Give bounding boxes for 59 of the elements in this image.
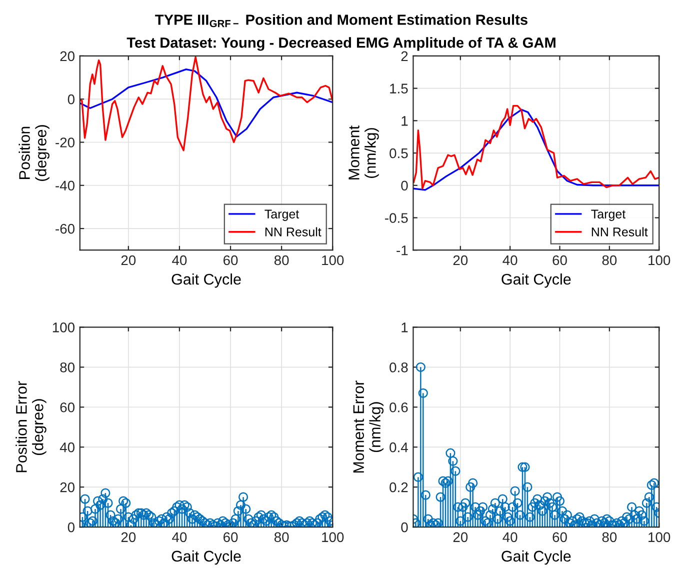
y-tick-label: 100 <box>52 322 75 332</box>
y-tick-label: 40 <box>60 442 75 452</box>
y-tick-label: 0.6 <box>390 402 408 412</box>
x-tick-label: 80 <box>602 532 617 542</box>
y-tick-label: 1.5 <box>390 84 408 94</box>
y-tick-label: 0.2 <box>390 482 408 492</box>
x-axis-title: Gait Cycle <box>172 550 241 565</box>
y-axis-title: Position Error (degree) <box>16 381 46 472</box>
x-tick-label: 100 <box>322 532 344 542</box>
x-tick-label: 20 <box>121 532 136 542</box>
x-tick-label: 60 <box>224 255 238 266</box>
y-tick-label: 20 <box>60 482 75 492</box>
y-axis-title: Position (degree) <box>18 125 50 181</box>
y-tick-label: -20 <box>56 138 75 148</box>
y-axis-title: Moment (nm/kg) <box>348 126 379 180</box>
y-tick-label: 60 <box>60 402 75 412</box>
x-tick-label: 40 <box>502 255 518 266</box>
x-axis-title: Gait Cycle <box>502 273 571 288</box>
legend-label: NN Result <box>592 227 648 236</box>
line-series <box>80 68 333 138</box>
x-tick-label: 60 <box>552 255 567 266</box>
y-tick-label: 0 <box>401 522 408 532</box>
legend-label: Target <box>264 210 300 221</box>
chart-title: TYPE III$_{GRF−}$ Position and Moment Estimation Results <box>155 14 528 28</box>
y-tick-label: 0.4 <box>390 442 408 452</box>
y-tick-label: 0.5 <box>390 148 408 158</box>
x-tick-label: 100 <box>648 255 670 266</box>
x-tick-label: 80 <box>274 255 289 266</box>
x-tick-label: 60 <box>552 532 567 542</box>
y-tick-label: 1 <box>402 116 408 126</box>
x-tick-label: 20 <box>121 255 136 266</box>
x-tick-label: 40 <box>172 255 187 266</box>
y-tick-label: -0.5 <box>385 213 408 223</box>
y-tick-label: 0 <box>68 522 75 532</box>
y-tick-label: 0 <box>401 180 408 191</box>
x-tick-label: 20 <box>453 255 468 266</box>
x-tick-label: 100 <box>648 532 670 542</box>
chart-subtitle: Test Dataset: Young - Decreased EMG Amplitude of TA & GAM <box>126 37 556 51</box>
x-tick-label: 40 <box>502 532 518 542</box>
x-axis-title: Gait Cycle <box>172 273 241 288</box>
x-tick-label: 20 <box>453 532 468 542</box>
y-tick-label: 1 <box>402 322 408 332</box>
x-axis-title: Gait Cycle <box>502 550 571 565</box>
x-tick-label: 80 <box>274 532 289 542</box>
x-tick-label: 80 <box>602 255 617 266</box>
y-tick-label: 0 <box>68 94 75 104</box>
legend-label: Target <box>591 210 626 221</box>
x-tick-label: 100 <box>322 255 344 266</box>
y-tick-label: 20 <box>60 51 75 62</box>
y-tick-label: -1 <box>396 246 408 256</box>
x-tick-label: 40 <box>172 532 187 542</box>
y-axis-title: Moment Error (nm/kg) <box>353 380 384 473</box>
x-tick-label: 60 <box>224 532 238 542</box>
y-tick-label: -40 <box>56 180 75 191</box>
y-tick-label: 2 <box>401 51 408 61</box>
legend-label: NN Result <box>265 227 322 236</box>
y-tick-label: -60 <box>56 224 75 234</box>
y-tick-label: 0.8 <box>390 362 408 372</box>
y-tick-label: 80 <box>60 362 75 372</box>
